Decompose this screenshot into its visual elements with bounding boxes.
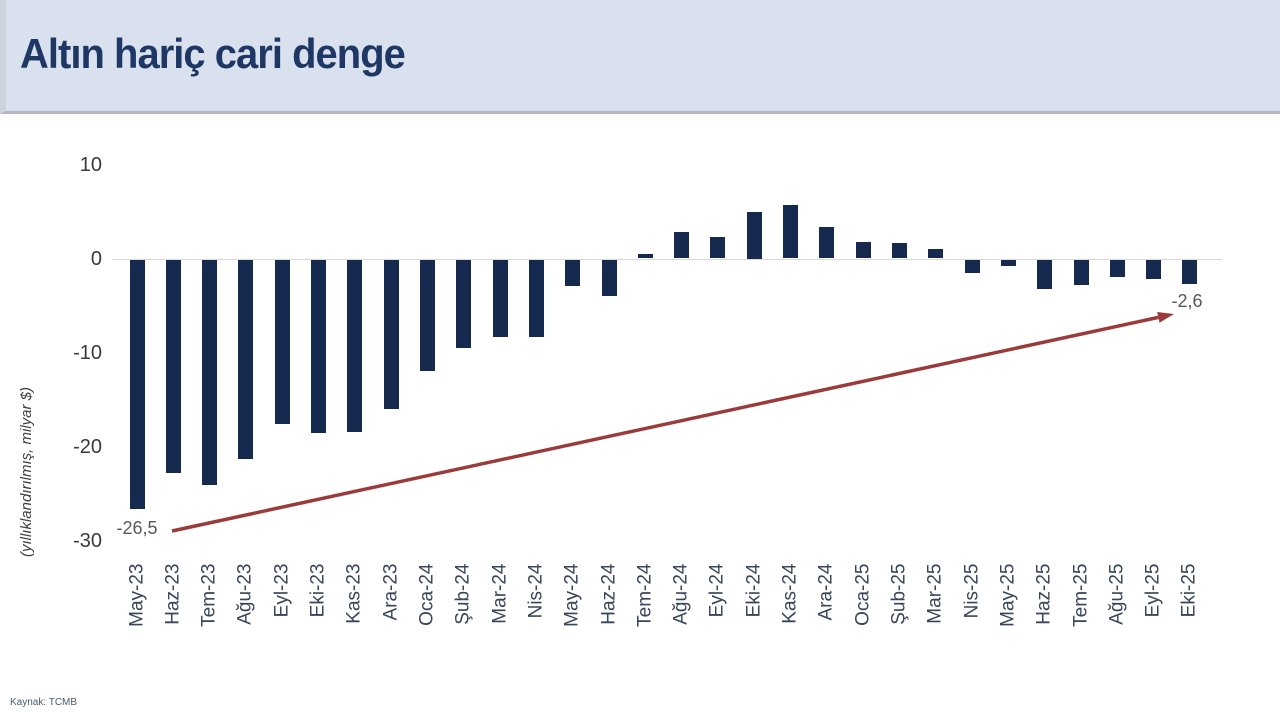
x-axis-label: Haz-24 — [598, 563, 620, 625]
bar-Eki-25 — [1182, 259, 1198, 284]
y-tick-label: -20 — [73, 435, 102, 458]
y-tick-label: 0 — [90, 247, 102, 270]
bar-Oca-25 — [855, 241, 871, 259]
bar-Ağu-24 — [674, 232, 690, 259]
bar-Nis-25 — [964, 259, 980, 273]
page-title: Altın hariç cari denge — [20, 30, 406, 77]
x-axis-label: Eki-23 — [307, 563, 329, 617]
x-axis-label: Eki-25 — [1178, 563, 1200, 617]
bar-Eyl-23 — [274, 259, 290, 424]
bar-Ağu-23 — [238, 259, 254, 459]
bar-Tem-24 — [637, 253, 653, 259]
x-axis-label: Nis-24 — [525, 563, 547, 618]
x-axis-label: Tem-25 — [1070, 563, 1092, 627]
bar-Eki-24 — [746, 211, 762, 259]
x-axis-label: Ağu-25 — [1106, 563, 1128, 625]
x-axis-label: Ara-24 — [815, 563, 837, 621]
bar-Nis-24 — [528, 259, 544, 337]
x-axis-label: Oca-24 — [416, 563, 438, 626]
bar-Kas-23 — [347, 259, 363, 433]
zero-axis-line — [112, 258, 1222, 260]
bar-Şub-25 — [892, 243, 907, 259]
x-axis-label: Mar-25 — [924, 563, 946, 624]
bar-Eyl-25 — [1146, 259, 1162, 280]
y-tick-label: -10 — [73, 341, 102, 364]
bar-May-25 — [1000, 259, 1016, 267]
bar-Eyl-24 — [710, 236, 726, 259]
bar-May-23 — [129, 259, 145, 509]
bar-Haz-25 — [1037, 259, 1053, 289]
bar-Tem-25 — [1073, 259, 1089, 285]
bar-Oca-24 — [419, 259, 435, 372]
x-axis-label: Tem-23 — [198, 563, 220, 627]
x-axis-label: Kas-23 — [343, 563, 365, 624]
x-axis-label: Eyl-24 — [706, 563, 728, 617]
x-axis-label: Kas-24 — [779, 563, 801, 624]
x-axis-label: May-24 — [561, 563, 583, 627]
y-axis-title: (yıllıklandırılmış, milyar $) — [18, 386, 35, 558]
x-axis-label: Nis-25 — [961, 563, 983, 618]
header-band: Altın hariç cari denge — [0, 0, 1280, 114]
data-label-Eki-25: -2,6 — [1171, 290, 1203, 311]
source-note: Kaynak: TCMB — [10, 697, 78, 708]
x-axis-label: Haz-25 — [1033, 563, 1055, 625]
bar-May-24 — [565, 259, 581, 286]
x-axis-label: Mar-24 — [489, 563, 511, 624]
bar-Mar-24 — [492, 259, 508, 337]
bar-Mar-25 — [928, 249, 944, 259]
x-axis-label: Haz-23 — [162, 563, 184, 625]
bar-Ara-24 — [819, 227, 835, 259]
x-axis-label: Ağu-23 — [234, 563, 256, 625]
bar-Eki-23 — [311, 259, 327, 434]
bar-Haz-24 — [601, 259, 617, 297]
x-axis-label: Şub-25 — [888, 563, 910, 625]
x-axis-label: Tem-24 — [634, 563, 656, 627]
bar-Ağu-25 — [1109, 259, 1125, 278]
bar-Kas-24 — [783, 204, 799, 259]
x-axis-label: Eki-24 — [743, 563, 765, 617]
bar-Şub-24 — [456, 259, 472, 348]
bar-Tem-23 — [202, 259, 218, 486]
x-axis-label: Eyl-23 — [271, 563, 293, 617]
x-axis-label: Eyl-25 — [1142, 563, 1164, 617]
x-axis-label: Oca-25 — [852, 563, 874, 626]
x-axis-label: Ağu-24 — [670, 563, 692, 625]
x-axis-label: Şub-24 — [452, 563, 474, 625]
chart-area: (yıllıklandırılmış, milyar $) 10 0 -10 -20 -… — [0, 117, 1280, 720]
bar-Ara-23 — [383, 259, 399, 409]
bar-Haz-23 — [165, 259, 181, 473]
y-tick-label: -30 — [73, 529, 102, 552]
data-label-May-23: -26,5 — [116, 517, 158, 538]
y-tick-label: 10 — [79, 153, 102, 176]
x-axis-label: May-25 — [997, 563, 1019, 627]
x-axis-label: Ara-23 — [380, 563, 402, 621]
x-axis-label: May-23 — [126, 563, 147, 627]
